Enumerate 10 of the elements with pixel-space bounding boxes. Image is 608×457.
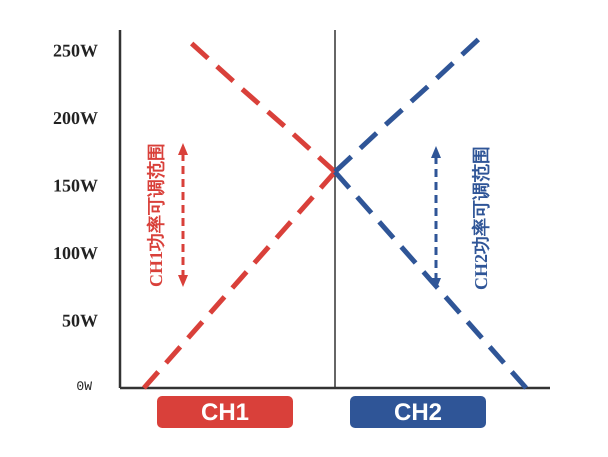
text: CH2 <box>394 399 442 426</box>
y-tick-label: 50W <box>62 310 98 330</box>
y-tick-label: 0W <box>76 379 92 394</box>
y-tick-label: 150W <box>53 175 98 196</box>
y-tick-label: 250W <box>53 40 98 60</box>
annotation: CH2功率可调范围 <box>471 146 491 290</box>
y-tick-label: 100W <box>53 242 98 263</box>
text: CH1 <box>200 399 250 426</box>
y-tick-label: 200W <box>53 108 98 128</box>
annotation: CH1功率可调范围 <box>146 143 166 287</box>
